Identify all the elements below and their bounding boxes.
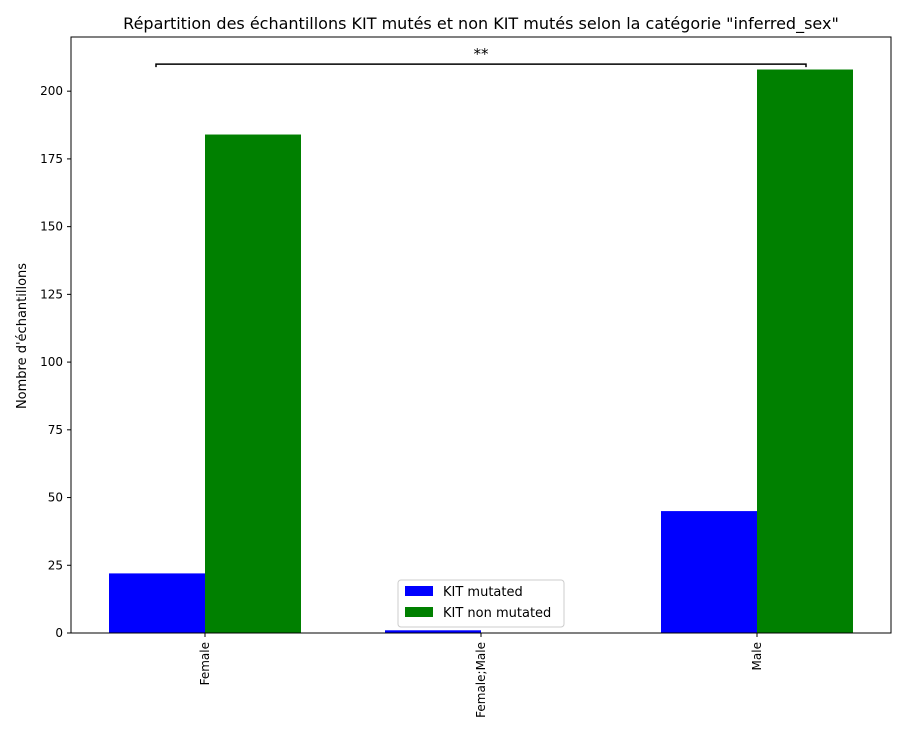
y-tick-label: 0 xyxy=(55,626,63,640)
legend: KIT mutated KIT non mutated xyxy=(397,579,565,628)
y-tick-label: 200 xyxy=(40,84,63,98)
bar-kit-non-mutated-male xyxy=(757,69,853,633)
legend-swatch xyxy=(405,607,433,617)
y-axis: 0 25 50 75 100 125 150 175 200 xyxy=(40,84,71,640)
significance-annotation: ** xyxy=(155,45,807,68)
bar-kit-mutated-male xyxy=(661,511,757,633)
chart-title: Répartition des échantillons KIT mutés e… xyxy=(123,14,839,34)
y-tick-label: 75 xyxy=(48,423,63,437)
bar-kit-mutated-female-male xyxy=(385,630,481,633)
significance-bracket xyxy=(155,63,807,68)
significance-label: ** xyxy=(474,45,490,63)
legend-swatch xyxy=(405,586,433,596)
x-tick-label: Male xyxy=(750,642,764,670)
y-tick-label: 100 xyxy=(40,355,63,369)
y-tick-label: 125 xyxy=(40,287,63,301)
legend-label: KIT mutated xyxy=(443,585,523,600)
y-tick-label: 175 xyxy=(40,152,63,166)
y-axis-label: Nombre d'échantillons xyxy=(15,263,30,409)
bar-kit-non-mutated-female xyxy=(205,134,301,633)
bars-group xyxy=(109,69,853,633)
y-tick-label: 25 xyxy=(48,558,63,572)
x-tick-label: Female xyxy=(198,642,212,685)
plot-frame xyxy=(70,36,892,634)
bar-kit-mutated-female xyxy=(109,573,205,633)
legend-box xyxy=(397,579,565,628)
x-tick-label: Female;Male xyxy=(474,642,488,718)
x-axis: Female Female;Male Male xyxy=(198,633,764,718)
y-tick-label: 50 xyxy=(48,491,63,505)
legend-label: KIT non mutated xyxy=(443,606,551,621)
y-tick-label: 150 xyxy=(40,220,63,234)
